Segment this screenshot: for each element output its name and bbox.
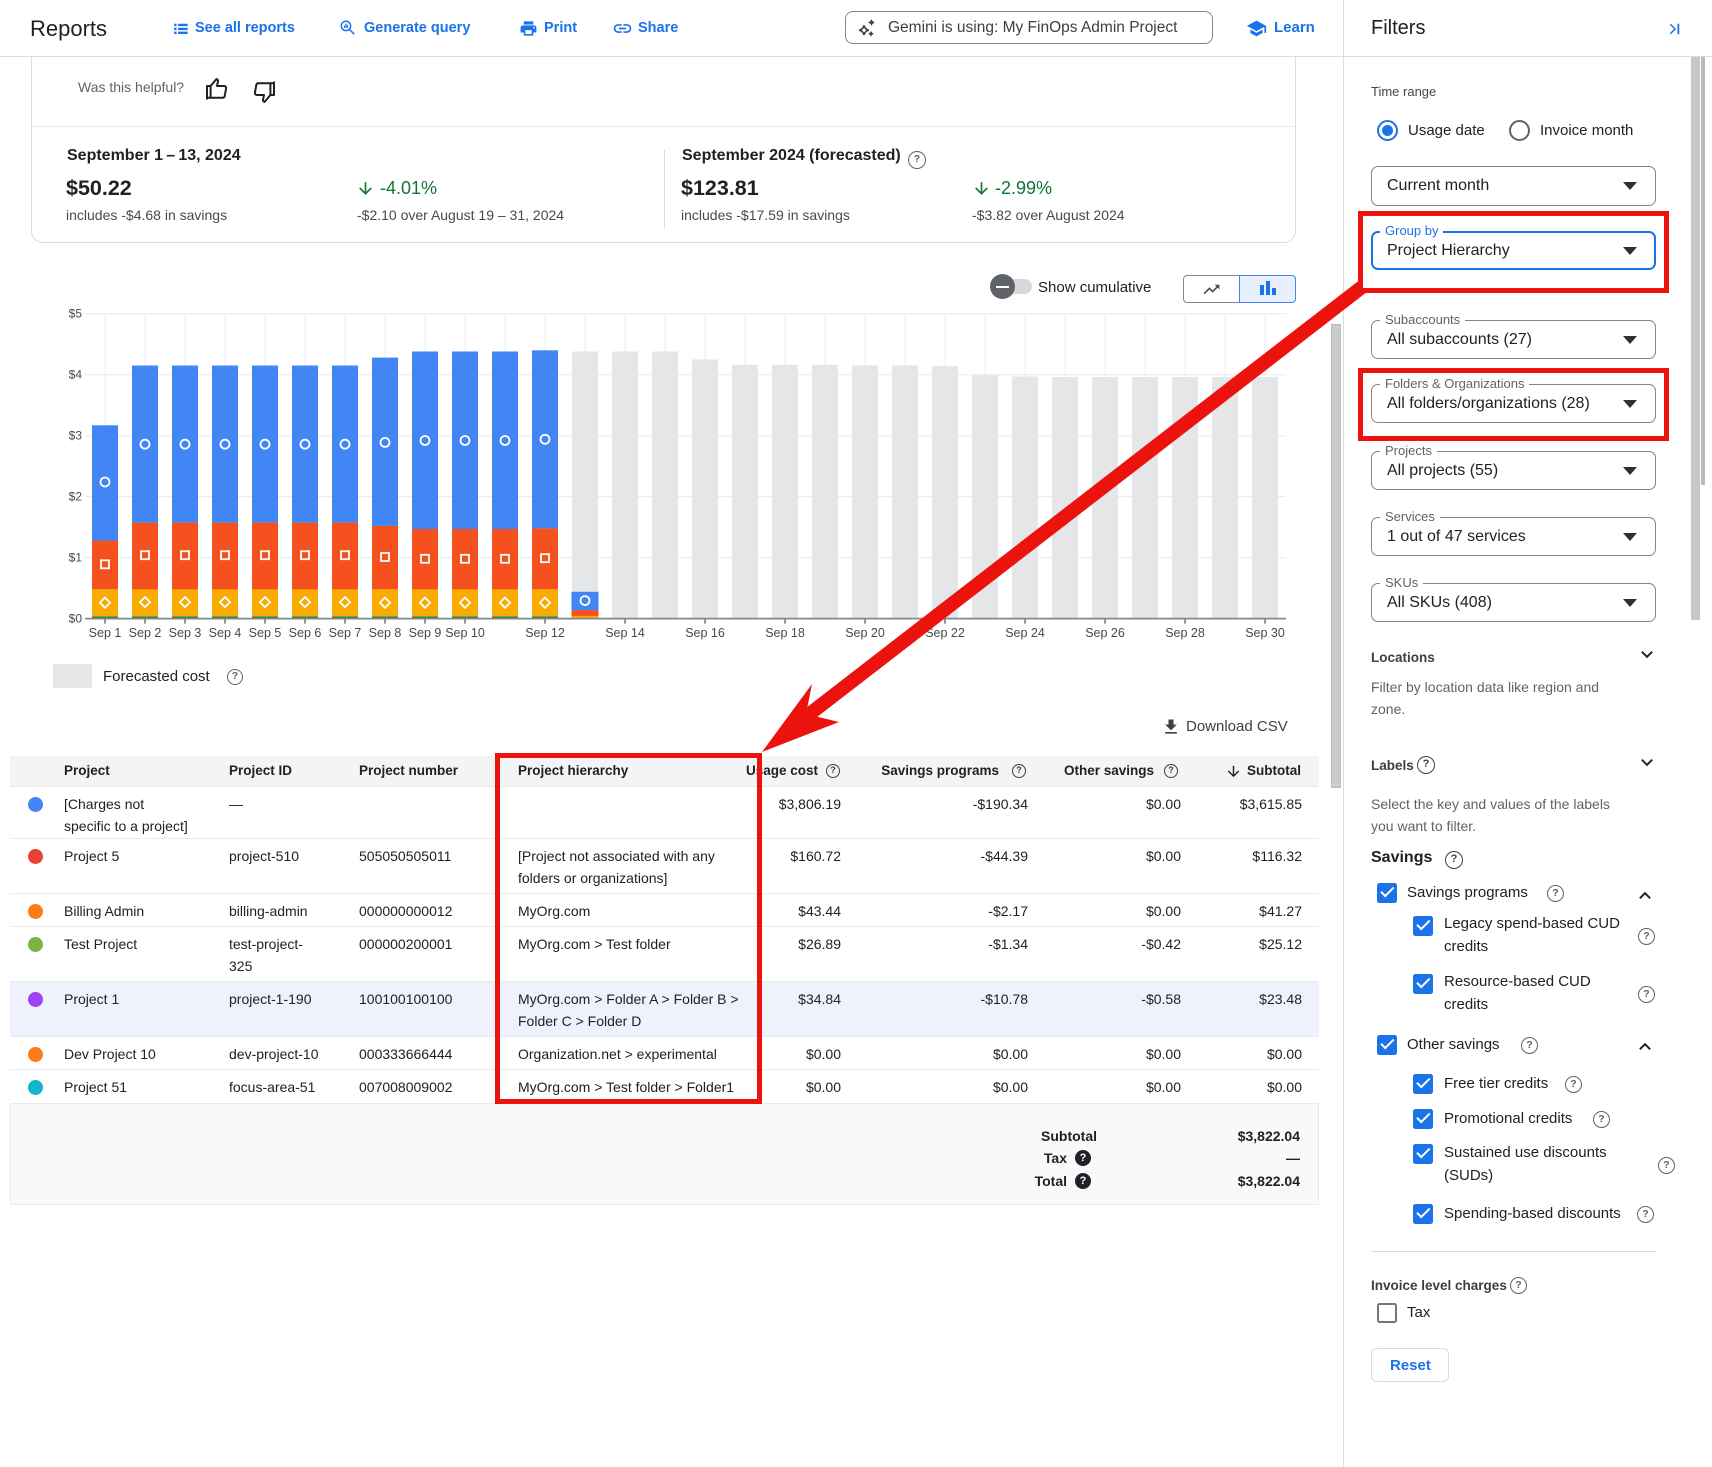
svg-text:$0: $0 xyxy=(69,612,83,626)
svg-text:Sep 20: Sep 20 xyxy=(845,626,885,640)
svg-text:Sep 6: Sep 6 xyxy=(289,626,322,640)
svg-text:Sep 28: Sep 28 xyxy=(1165,626,1205,640)
svg-text:Sep 3: Sep 3 xyxy=(169,626,202,640)
svg-text:$2: $2 xyxy=(69,490,83,504)
svg-text:Sep 5: Sep 5 xyxy=(249,626,282,640)
svg-text:$4: $4 xyxy=(69,368,83,382)
svg-text:Sep 26: Sep 26 xyxy=(1085,626,1125,640)
svg-text:Sep 8: Sep 8 xyxy=(369,626,402,640)
svg-text:Sep 18: Sep 18 xyxy=(765,626,805,640)
svg-text:Sep 7: Sep 7 xyxy=(329,626,362,640)
svg-text:Sep 1: Sep 1 xyxy=(89,626,122,640)
svg-text:Sep 4: Sep 4 xyxy=(209,626,242,640)
svg-text:Sep 9: Sep 9 xyxy=(409,626,442,640)
svg-text:$5: $5 xyxy=(69,307,83,321)
svg-text:Sep 24: Sep 24 xyxy=(1005,626,1045,640)
svg-text:Sep 2: Sep 2 xyxy=(129,626,162,640)
svg-text:Sep 22: Sep 22 xyxy=(925,626,965,640)
svg-text:Sep 16: Sep 16 xyxy=(685,626,725,640)
svg-text:Sep 12: Sep 12 xyxy=(525,626,565,640)
svg-text:Sep 10: Sep 10 xyxy=(445,626,485,640)
svg-text:$3: $3 xyxy=(69,429,83,443)
svg-text:Sep 30: Sep 30 xyxy=(1245,626,1285,640)
svg-text:Sep 14: Sep 14 xyxy=(605,626,645,640)
svg-text:$1: $1 xyxy=(69,551,83,565)
